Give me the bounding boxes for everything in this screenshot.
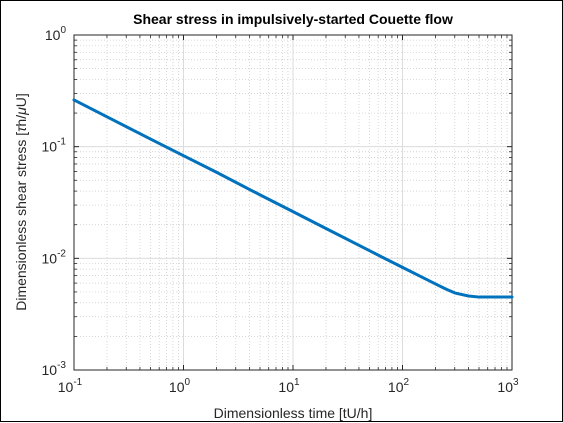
major-grid [74,35,512,370]
y-tick-label: 10-3 [42,360,67,378]
chart-title: Shear stress in impulsively-started Coue… [133,11,453,27]
y-tick-label: 10-2 [42,248,67,266]
x-axis-label: Dimensionless time [tU/h] [214,405,373,421]
series-layer [72,98,514,299]
y-axis-label: Dimensionless shear stress [τh/μU] [13,93,29,311]
y-axis-label-suffix: U] [13,93,29,107]
y-tick-label: 100 [45,25,67,43]
y-axis-label-prefix: Dimensionless shear stress [ [13,132,29,311]
y-tick-labels: 10-3 10-2 10-1 100 [42,25,67,378]
series-line [72,98,514,299]
x-tick-label: 103 [497,377,519,395]
x-tick-labels: 10-1 100 101 102 103 [58,377,519,395]
x-tick-label: 100 [169,377,191,395]
y-axis-label-mu: μ [13,107,29,116]
axis-ticks [73,34,513,371]
x-tick-label: 10-1 [58,377,83,395]
y-axis-label-mid: h/ [13,115,29,127]
y-axis-label-tau: τ [13,126,29,132]
x-tick-label: 102 [388,377,410,395]
x-tick-label: 101 [278,377,300,395]
y-tick-label: 10-1 [42,137,67,155]
